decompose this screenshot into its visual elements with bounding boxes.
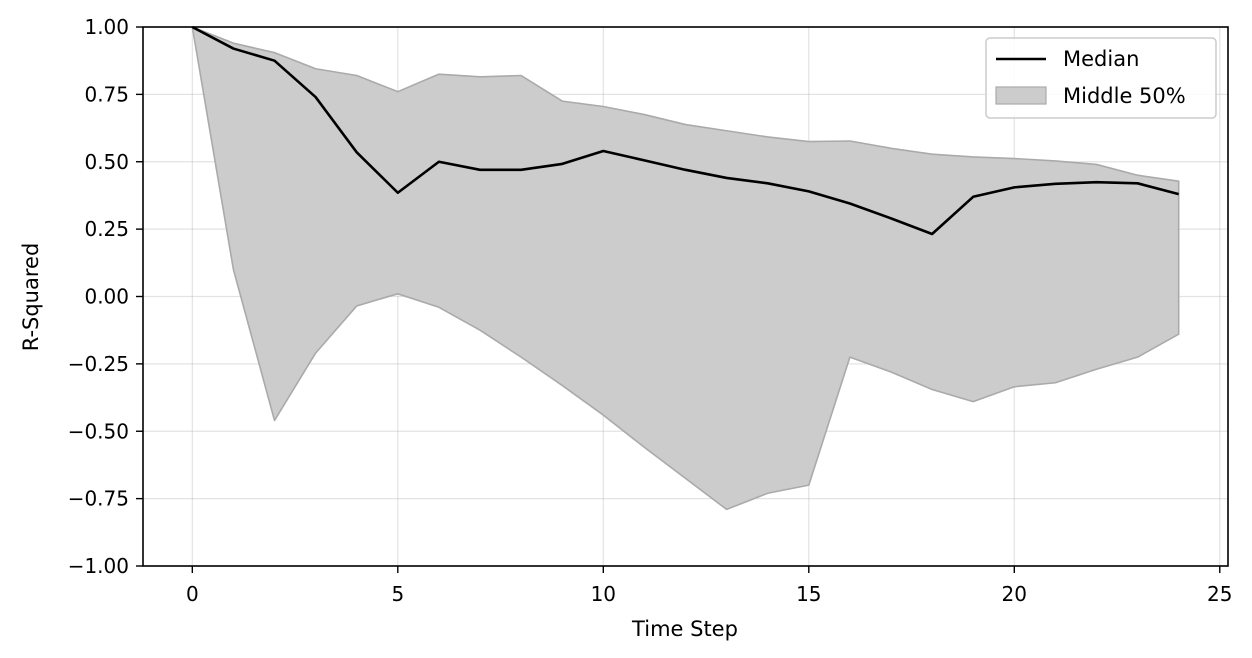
- y-tick-label: 0.75: [84, 82, 129, 106]
- y-tick-label: −0.25: [68, 352, 129, 376]
- y-tick-label: −0.75: [68, 487, 129, 511]
- legend-median-label: Median: [1063, 47, 1139, 71]
- y-tick-label: 1.00: [84, 15, 129, 39]
- x-tick-label: 20: [1002, 582, 1027, 606]
- legend: Median Middle 50%: [985, 37, 1217, 119]
- x-tick-label: 10: [591, 582, 616, 606]
- median-line: [191, 25, 1180, 236]
- x-tick-label: 0: [186, 582, 199, 606]
- y-axis-label: R-Squared: [19, 243, 43, 352]
- x-axis-ticks: 0 5 10 15 20 25: [186, 566, 1233, 606]
- legend-band-label: Middle 50%: [1063, 84, 1186, 108]
- y-tick-label: −1.00: [68, 554, 129, 578]
- legend-band-swatch: [995, 86, 1047, 105]
- band-middle-50: [191, 26, 1180, 511]
- x-tick-label: 15: [796, 582, 821, 606]
- band-layer: [191, 26, 1180, 511]
- y-tick-label: 0.25: [84, 217, 129, 241]
- line-layer: [191, 25, 1180, 236]
- x-tick-label: 5: [391, 582, 404, 606]
- x-tick-label: 25: [1207, 582, 1232, 606]
- y-tick-label: 0.00: [84, 285, 129, 309]
- x-axis-label: Time Step: [631, 617, 738, 641]
- y-axis-ticks: −1.00 −0.75 −0.50 −0.25 0.00 0.25 0.50 0.75 1.00: [68, 15, 143, 578]
- y-tick-label: −0.50: [68, 419, 129, 443]
- y-tick-label: 0.50: [84, 150, 129, 174]
